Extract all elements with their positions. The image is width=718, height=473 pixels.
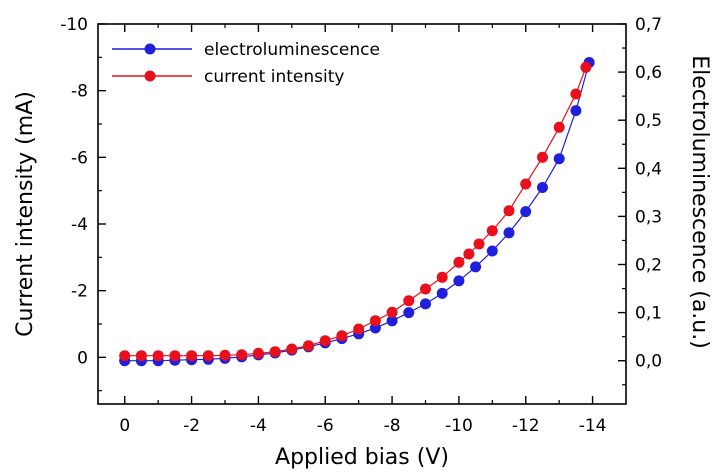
plot-frame (97, 23, 627, 405)
data-point-current-intensity (570, 88, 582, 100)
data-point-current-intensity (369, 315, 381, 327)
left-y-tick-label: -8 (71, 82, 88, 102)
x-tick-label: -6 (317, 416, 334, 436)
x-tick-label: -4 (250, 416, 267, 436)
series-layer (119, 57, 595, 367)
left-y-tick-label: -10 (60, 15, 88, 35)
x-tick-label: 0 (119, 416, 130, 436)
data-point-current-intensity (219, 349, 231, 361)
data-point-current-intensity (336, 330, 348, 342)
legend-label-electroluminescence: electroluminescence (204, 40, 380, 60)
x-tick-label: -14 (579, 416, 607, 436)
data-point-electroluminescence (453, 275, 465, 287)
right-y-tick-label: 0,4 (635, 159, 662, 179)
data-point-electroluminescence (570, 105, 582, 117)
data-point-current-intensity (436, 271, 448, 283)
data-point-electroluminescence (553, 153, 565, 165)
data-point-current-intensity (119, 350, 131, 362)
left-y-axis-title: Current intensity (mA) (13, 91, 38, 337)
data-point-electroluminescence (386, 315, 398, 327)
x-axis-title: Applied bias (V) (275, 445, 449, 470)
data-point-current-intensity (553, 121, 565, 133)
data-point-current-intensity (319, 335, 331, 347)
data-point-current-intensity (473, 238, 485, 250)
x-tick-label: -8 (384, 416, 401, 436)
right-y-axis-ticks: 0,0 0,1 0,2 0,3 0,4 0,5 0,6 0,7 (618, 15, 662, 386)
data-point-current-intensity (269, 346, 281, 358)
data-point-current-intensity (236, 349, 248, 361)
data-point-current-intensity (135, 350, 147, 362)
x-axis-ticks: 0 -2 -4 -6 -8 -10 -12 -14 (119, 24, 606, 436)
data-point-current-intensity (420, 283, 431, 295)
data-point-current-intensity (186, 350, 198, 362)
data-point-current-intensity (286, 343, 298, 355)
data-point-current-intensity (520, 178, 532, 190)
data-point-current-intensity (537, 151, 548, 163)
legend: electroluminescence current intensity (112, 40, 380, 87)
legend-marker-current-intensity (144, 70, 156, 82)
data-point-current-intensity (303, 340, 314, 352)
data-point-current-intensity (353, 323, 365, 335)
legend-label-current-intensity: current intensity (204, 67, 344, 87)
data-point-electroluminescence (520, 206, 532, 218)
left-y-tick-label: -6 (71, 148, 88, 168)
data-point-electroluminescence (470, 261, 482, 273)
data-point-current-intensity (169, 350, 181, 362)
series-line-electroluminescence (124, 62, 590, 362)
right-y-tick-label: 0,2 (635, 256, 662, 276)
data-point-electroluminescence (537, 182, 548, 193)
data-point-current-intensity (580, 61, 592, 73)
data-point-current-intensity (463, 248, 475, 260)
right-y-tick-label: 0,1 (635, 304, 662, 324)
data-point-electroluminescence (503, 227, 515, 239)
left-y-tick-label: 0 (77, 348, 88, 368)
x-tick-label: -10 (445, 416, 473, 436)
x-tick-label: -2 (183, 416, 200, 436)
left-y-tick-label: -2 (71, 282, 88, 302)
data-point-current-intensity (386, 306, 398, 318)
right-y-tick-label: 0,6 (635, 63, 662, 83)
legend-marker-electroluminescence (144, 43, 156, 55)
series-line-current-intensity (124, 67, 587, 357)
right-y-axis-title: Electroluminescence (a.u.) (687, 55, 712, 349)
data-point-electroluminescence (403, 307, 415, 319)
data-point-current-intensity (486, 225, 498, 237)
data-point-current-intensity (252, 347, 264, 359)
x-tick-label: -12 (512, 416, 540, 436)
data-point-electroluminescence (436, 287, 448, 299)
right-y-tick-label: 0,5 (635, 111, 662, 131)
right-y-tick-label: 0,7 (635, 15, 662, 35)
right-y-tick-label: 0,3 (635, 207, 662, 227)
data-point-electroluminescence (420, 298, 431, 310)
left-y-axis-ticks: 0 -2 -4 -6 -8 -10 (60, 15, 106, 392)
data-point-current-intensity (202, 350, 214, 362)
data-point-electroluminescence (486, 245, 498, 257)
data-point-current-intensity (403, 295, 415, 307)
right-y-tick-label: 0,0 (635, 352, 662, 372)
data-point-current-intensity (503, 205, 515, 217)
data-point-current-intensity (152, 350, 164, 362)
data-point-current-intensity (453, 256, 465, 268)
left-y-tick-label: -4 (71, 215, 88, 235)
